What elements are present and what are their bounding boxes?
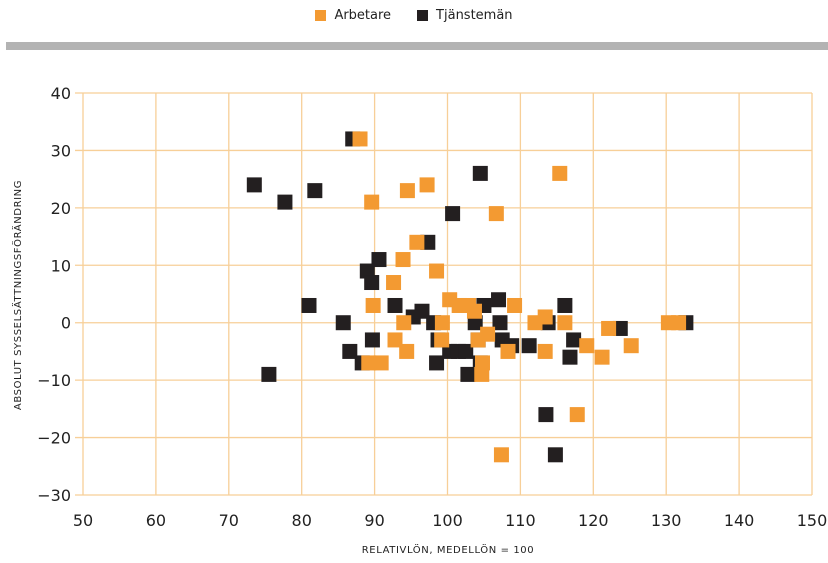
legend-label-tjanstemen: Tjänstemän <box>436 8 513 23</box>
point-tjanstemen <box>445 206 461 222</box>
point-tjanstemen <box>566 332 582 348</box>
x-tick-label: 150 <box>797 511 828 530</box>
y-tick-label: 40 <box>51 84 71 103</box>
legend-label-arbetare: Arbetare <box>334 8 392 23</box>
y-tick-label: 30 <box>51 141 71 160</box>
grid-lines <box>75 92 813 496</box>
x-tick-label: 140 <box>724 511 755 530</box>
point-tjanstemen <box>460 366 476 382</box>
point-tjanstemen <box>458 343 474 359</box>
point-tjanstemen <box>359 263 375 279</box>
point-tjanstemen <box>364 275 380 291</box>
y-tick-labels: 40 30 20 10 0 −10 −20 −30 <box>37 84 71 505</box>
y-tick-label: 20 <box>51 199 71 218</box>
point-tjanstemen <box>467 315 483 331</box>
point-tjanstemen <box>557 297 573 313</box>
x-tick-label: 120 <box>578 511 609 530</box>
point-arbetare <box>594 349 610 365</box>
point-arbetare <box>537 343 553 359</box>
point-tjanstemen <box>538 407 554 423</box>
point-arbetare <box>480 326 496 342</box>
point-tjanstemen <box>562 349 578 365</box>
point-tjanstemen <box>364 332 380 348</box>
x-tick-label: 60 <box>146 511 166 530</box>
point-tjanstemen <box>547 447 563 463</box>
legend: Arbetare Tjänstemän <box>0 8 828 23</box>
point-arbetare <box>373 355 389 371</box>
y-tick-label: −10 <box>37 371 71 390</box>
point-arbetare <box>493 447 509 463</box>
point-arbetare <box>365 297 381 313</box>
point-arbetare <box>361 355 377 371</box>
data-points <box>246 131 694 463</box>
point-arbetare <box>623 338 639 354</box>
point-tjanstemen <box>521 338 537 354</box>
point-arbetare <box>557 315 573 331</box>
x-axis-label: RELATIVLÖN, MEDELLÖN = 100 <box>362 543 534 556</box>
point-arbetare <box>386 275 402 291</box>
x-tick-label: 80 <box>292 511 312 530</box>
legend-swatch-arbetare <box>315 10 327 21</box>
point-arbetare <box>488 206 504 222</box>
y-tick-label: −20 <box>37 429 71 448</box>
point-tjanstemen <box>301 297 317 313</box>
point-arbetare <box>429 263 445 279</box>
point-arbetare <box>507 297 523 313</box>
point-arbetare <box>352 131 368 147</box>
x-tick-label: 90 <box>364 511 384 530</box>
point-tjanstemen <box>472 165 488 181</box>
legend-item-arbetare: Arbetare <box>315 8 391 23</box>
x-tick-label: 130 <box>651 511 682 530</box>
point-tjanstemen <box>414 303 430 319</box>
point-tjanstemen <box>277 194 293 210</box>
point-tjanstemen <box>261 366 277 382</box>
point-arbetare <box>395 252 411 268</box>
point-tjanstemen <box>492 315 508 331</box>
point-arbetare <box>671 315 687 331</box>
y-tick-label: 10 <box>51 256 71 275</box>
point-tjanstemen <box>342 343 358 359</box>
point-tjanstemen <box>371 252 387 268</box>
y-tick-label: 0 <box>61 314 71 333</box>
x-tick-label: 50 <box>73 511 93 530</box>
point-arbetare <box>387 332 403 348</box>
point-arbetare <box>434 315 450 331</box>
point-tjanstemen <box>307 183 323 199</box>
point-tjanstemen <box>429 355 445 371</box>
legend-item-tjanstemen: Tjänstemän <box>417 8 513 23</box>
point-tjanstemen <box>612 320 628 336</box>
point-arbetare <box>601 320 617 336</box>
x-tick-label: 100 <box>432 511 463 530</box>
point-tjanstemen <box>246 177 262 193</box>
point-arbetare <box>552 165 568 181</box>
point-arbetare <box>500 343 516 359</box>
point-tjanstemen <box>387 297 403 313</box>
x-tick-label: 110 <box>505 511 536 530</box>
x-tick-label: 70 <box>219 511 239 530</box>
legend-swatch-tjanstemen <box>417 10 429 21</box>
point-arbetare <box>364 194 380 210</box>
point-tjanstemen <box>491 292 507 308</box>
y-axis-label: ABSOLUT SYSSELSÄTTNINGSFÖRÄNDRING <box>11 180 24 410</box>
point-tjanstemen <box>335 315 351 331</box>
point-arbetare <box>434 332 450 348</box>
point-arbetare <box>569 407 585 423</box>
point-arbetare <box>579 338 595 354</box>
point-arbetare <box>399 183 415 199</box>
point-arbetare <box>466 303 482 319</box>
point-arbetare <box>419 177 435 193</box>
x-tick-labels: 50 60 70 80 90 100 110 120 130 140 150 <box>73 511 827 530</box>
point-arbetare <box>474 366 490 382</box>
header-divider <box>6 42 828 50</box>
point-arbetare <box>537 309 553 325</box>
y-tick-label: −30 <box>37 486 71 505</box>
point-arbetare <box>474 355 490 371</box>
point-arbetare <box>396 315 412 331</box>
point-arbetare <box>399 343 415 359</box>
point-arbetare <box>409 234 425 250</box>
